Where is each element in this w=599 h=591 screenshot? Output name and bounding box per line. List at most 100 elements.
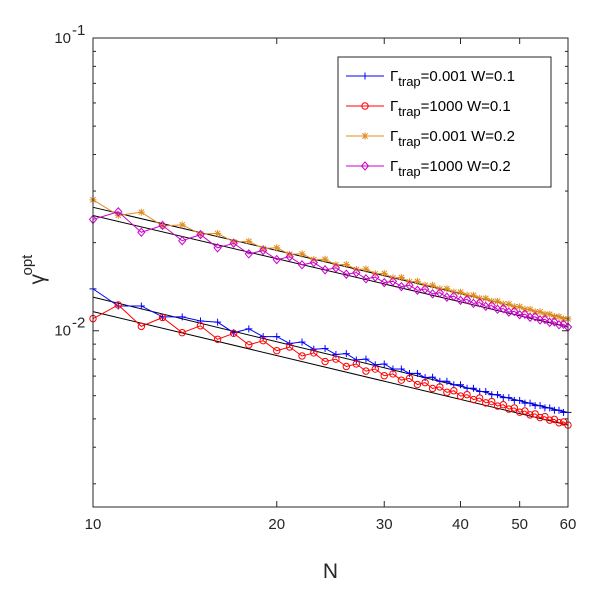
data-point-s3-19 xyxy=(371,272,380,282)
data-point-s0-31 xyxy=(463,384,471,392)
data-point-s0-46 xyxy=(546,404,554,412)
data-point-s0-28 xyxy=(443,377,451,385)
data-point-s1-16 xyxy=(342,362,351,371)
data-point-s3-13 xyxy=(309,257,318,268)
data-point-s1-14 xyxy=(321,357,329,366)
data-point-s1-23 xyxy=(405,374,414,382)
data-point-s1-12 xyxy=(298,352,306,360)
data-point-s0-2 xyxy=(137,302,145,310)
data-point-s1-27 xyxy=(436,383,444,391)
data-point-s1-38 xyxy=(505,405,513,413)
data-point-s1-48 xyxy=(555,419,563,427)
y-tick-label-exponent: -1 xyxy=(72,22,85,39)
data-point-s3-9 xyxy=(258,245,268,256)
data-point-s0-15 xyxy=(332,350,340,358)
data-point-s2-6 xyxy=(214,229,222,237)
data-point-s0-42 xyxy=(526,399,534,407)
legend-marker-2 xyxy=(361,132,369,140)
data-point-s3-35 xyxy=(487,300,496,311)
data-point-s1-3 xyxy=(158,313,167,322)
data-point-s0-44 xyxy=(536,402,544,410)
data-point-s3-25 xyxy=(420,284,430,294)
data-point-s2-48 xyxy=(555,313,563,321)
x-tick-label: 30 xyxy=(376,516,393,533)
data-point-s2-20 xyxy=(380,269,388,277)
data-point-s1-43 xyxy=(531,410,539,418)
y-axis-label-base: γ xyxy=(26,274,49,285)
data-point-s2-38 xyxy=(505,300,513,308)
data-point-s3-17 xyxy=(352,267,361,278)
data-point-s3-18 xyxy=(361,274,371,284)
data-point-s3-5 xyxy=(196,229,205,240)
data-point-s2-28 xyxy=(443,285,451,293)
data-point-s3-29 xyxy=(449,291,458,301)
legend-label-0: Γtrap=0.001 W=0.1 xyxy=(390,68,515,89)
data-point-s2-34 xyxy=(482,294,490,302)
data-point-s3-47 xyxy=(550,317,559,327)
data-point-s0-8 xyxy=(245,325,253,333)
data-point-s1-39 xyxy=(510,404,519,412)
data-point-s0-32 xyxy=(469,384,477,392)
data-point-s2-32 xyxy=(469,291,477,299)
data-point-s2-16 xyxy=(342,260,350,268)
data-point-s2-13 xyxy=(310,256,318,264)
data-point-s3-12 xyxy=(297,260,307,270)
data-point-s3-6 xyxy=(213,243,222,253)
data-point-s0-26 xyxy=(429,373,437,381)
data-point-s0-10 xyxy=(273,333,281,341)
data-point-s1-35 xyxy=(488,397,496,406)
data-point-s3-26 xyxy=(428,289,437,299)
data-point-s1-8 xyxy=(245,341,253,349)
data-point-s3-20 xyxy=(380,277,389,288)
data-point-s3-14 xyxy=(320,265,330,275)
data-point-s0-23 xyxy=(406,369,414,377)
data-point-s0-48 xyxy=(555,406,563,414)
data-point-s1-42 xyxy=(526,411,534,419)
y-axis-label-sup: opt xyxy=(19,254,36,276)
data-point-s3-28 xyxy=(442,292,452,302)
data-point-s0-9 xyxy=(259,333,267,341)
data-point-s2-10 xyxy=(273,244,281,252)
data-point-s1-9 xyxy=(259,336,267,345)
legend-marker-1 xyxy=(361,102,369,110)
data-point-s1-21 xyxy=(389,370,397,378)
data-point-s3-30 xyxy=(456,295,465,306)
data-point-s3-49 xyxy=(559,319,568,330)
series-line-1 xyxy=(92,304,569,426)
x-tick-label: 10 xyxy=(85,516,102,533)
data-point-s1-6 xyxy=(213,335,222,343)
data-point-s3-37 xyxy=(499,303,508,314)
data-point-s1-31 xyxy=(463,390,471,399)
data-point-s3-31 xyxy=(462,294,472,305)
x-axis-label: N xyxy=(323,560,338,583)
x-tick-label: 40 xyxy=(452,516,469,533)
y-tick-label: 10 xyxy=(54,323,71,340)
legend-label-3: Γtrap=1000 W=0.2 xyxy=(390,158,511,179)
data-point-s1-17 xyxy=(352,360,361,368)
data-point-s3-11 xyxy=(285,251,294,262)
data-point-s2-8 xyxy=(245,237,253,245)
data-point-s3-8 xyxy=(244,249,253,259)
data-point-s1-26 xyxy=(428,384,437,393)
data-point-s3-23 xyxy=(405,280,414,291)
data-point-s1-20 xyxy=(380,372,388,380)
data-point-s0-5 xyxy=(196,317,204,325)
data-point-s2-42 xyxy=(526,305,534,313)
fit-line-3 xyxy=(92,215,569,328)
data-point-s1-1 xyxy=(114,301,122,309)
data-point-s3-10 xyxy=(272,254,281,265)
data-point-s3-39 xyxy=(510,306,519,317)
data-point-s3-1 xyxy=(114,206,123,217)
axes-box xyxy=(92,37,569,508)
data-point-s0-16 xyxy=(342,350,350,358)
data-point-s1-45 xyxy=(541,412,549,421)
data-point-s3-24 xyxy=(413,285,422,296)
data-point-s0-24 xyxy=(413,369,421,377)
data-point-s0-30 xyxy=(457,381,465,389)
data-point-s3-3 xyxy=(158,220,167,231)
data-point-s0-36 xyxy=(494,391,502,399)
data-point-s1-22 xyxy=(397,376,406,384)
data-point-s2-49 xyxy=(560,315,568,323)
